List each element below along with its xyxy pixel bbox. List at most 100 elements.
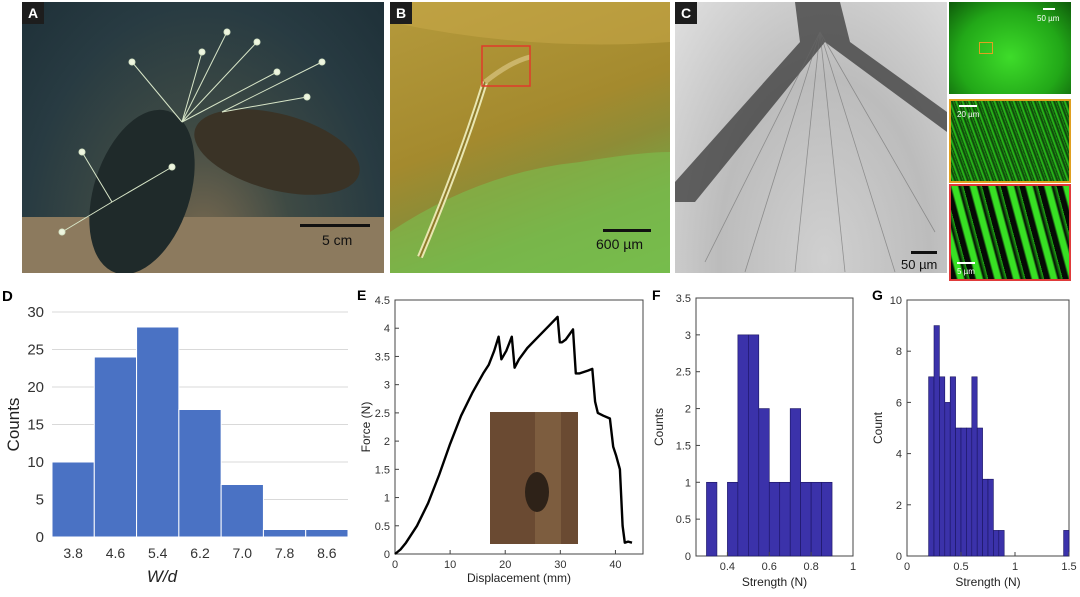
y-tick-label-d: 20 xyxy=(27,379,44,396)
x-tick-label-d: 6.2 xyxy=(190,545,210,561)
histogram-bar-d xyxy=(93,356,138,538)
histogram-bar-g xyxy=(949,376,956,557)
x-tick-label-f: 0.6 xyxy=(762,561,777,573)
y-axis-label-g: Count xyxy=(871,411,885,444)
histogram-bar-f xyxy=(789,408,801,557)
chart-f: F 0.4 0.6 0.8 1 0 0.5 1 1.5 2 2.5 3 3.5 Strength (N) C… xyxy=(652,287,856,589)
x-tick-label-d: 5.4 xyxy=(148,545,168,561)
panel-d-label: D xyxy=(2,288,13,305)
chart-e: E 0 10 20 30 40 0 0.5 1 1.5 2 2.5 3 3.5 4 4.5 Displaceme… xyxy=(357,287,644,585)
panel-c-photo: C 50 µm xyxy=(675,2,947,273)
y-tick-label-g: 4 xyxy=(896,449,902,461)
histogram-bar-d xyxy=(51,461,95,538)
histogram-bar-g xyxy=(955,427,962,557)
x-axis-label-f: Strength (N) xyxy=(742,575,807,589)
histogram-bar-g xyxy=(960,427,967,557)
panel-f-label: F xyxy=(652,287,661,303)
x-tick-label-e: 0 xyxy=(392,559,398,571)
y-tick-label-e: 3 xyxy=(384,380,390,392)
histogram-bar-f xyxy=(779,481,791,557)
x-tick-label-d: 7.8 xyxy=(275,545,295,561)
x-tick-label-e: 30 xyxy=(554,559,566,571)
y-tick-label-f: 3.5 xyxy=(676,293,691,305)
panel-c-inset-middle: 20 µm xyxy=(949,99,1071,183)
panel-c-label: C xyxy=(675,2,697,24)
y-tick-label-g: 6 xyxy=(896,397,902,409)
y-tick-label-d: 5 xyxy=(36,492,44,509)
y-tick-label-f: 3 xyxy=(685,330,691,342)
x-tick-label-d: 7.0 xyxy=(233,545,253,561)
panel-a-scale-label: 5 cm xyxy=(322,232,353,248)
histogram-bar-g xyxy=(966,427,973,557)
y-axis-label-e: Force (N) xyxy=(359,402,373,453)
histogram-bar-d xyxy=(178,409,222,538)
x-tick-label-e: 40 xyxy=(609,559,621,571)
x-axis-label-e: Displacement (mm) xyxy=(467,571,571,585)
histogram-bar-f xyxy=(706,481,718,557)
histogram-bar-g xyxy=(971,376,978,557)
x-tick-label-d: 4.6 xyxy=(106,545,126,561)
x-tick-label-f: 1 xyxy=(850,561,856,573)
y-tick-label-e: 4.5 xyxy=(375,295,390,307)
histogram-bar-d xyxy=(136,326,180,538)
panel-b-scale-bar xyxy=(603,229,651,232)
x-axis-label-d: W/d xyxy=(147,567,178,586)
y-tick-label-f: 0.5 xyxy=(676,514,691,526)
y-tick-label-f: 1 xyxy=(685,477,691,489)
y-tick-label-e: 1 xyxy=(384,493,390,505)
inset-bottom-scale-label: 5 µm xyxy=(957,267,975,276)
x-tick-label-g: 0.5 xyxy=(953,561,968,573)
histogram-bar-f xyxy=(758,408,770,557)
panel-e-label: E xyxy=(357,287,366,303)
y-tick-label-f: 2.5 xyxy=(676,367,691,379)
y-tick-label-e: 4 xyxy=(384,323,390,335)
x-tick-label-g: 0 xyxy=(904,561,910,573)
inset-top-zoom-box xyxy=(979,42,993,54)
chart-d: D 0 5 10 15 20 25 30 3.8 4.6 5.4 6.2 7.0 7.8 8.6 W/d Cou… xyxy=(2,288,349,586)
histogram-bar-g xyxy=(933,325,940,557)
y-tick-label-g: 8 xyxy=(896,346,902,358)
histogram-bar-f xyxy=(800,481,812,557)
y-tick-label-g: 2 xyxy=(896,500,902,512)
y-tick-label-g: 0 xyxy=(896,551,902,563)
panel-g-label: G xyxy=(872,287,883,303)
force-curve-e xyxy=(394,315,633,555)
y-tick-label-e: 3.5 xyxy=(375,351,390,363)
histogram-bar-f xyxy=(768,481,781,557)
y-tick-label-e: 0 xyxy=(384,549,390,561)
x-tick-label-d: 8.6 xyxy=(317,545,337,561)
y-tick-label-f: 0 xyxy=(685,551,691,563)
inset-middle-scale-bar xyxy=(959,105,977,107)
histogram-bar-d xyxy=(262,529,307,538)
x-tick-label-f: 0.4 xyxy=(720,561,735,573)
histogram-bar-g xyxy=(976,427,983,557)
histogram-bar-f xyxy=(727,481,739,557)
y-tick-label-e: 0.5 xyxy=(375,521,390,533)
microscopy-illustration xyxy=(675,2,947,273)
histogram-bar-g xyxy=(998,530,1005,557)
inset-bottom-scale-bar xyxy=(957,262,975,264)
x-tick-label-f: 0.8 xyxy=(803,561,818,573)
histogram-bar-d xyxy=(220,484,264,538)
histogram-bar-f xyxy=(737,334,749,557)
y-tick-label-d: 30 xyxy=(27,304,44,321)
inset-top-scale-label: 50 µm xyxy=(1037,14,1060,23)
y-tick-label-g: 10 xyxy=(890,295,902,307)
panel-b-scale-label: 600 µm xyxy=(596,236,643,252)
histogram-bar-g xyxy=(982,478,989,557)
histogram-bar-f xyxy=(810,481,822,557)
plot-frame-e xyxy=(394,299,644,555)
inset-middle-scale-label: 20 µm xyxy=(957,110,980,119)
histogram-bar-g xyxy=(1063,530,1070,557)
panel-a-label: A xyxy=(22,2,44,24)
y-tick-label-d: 15 xyxy=(27,417,44,434)
panel-b-label: B xyxy=(390,2,412,24)
histogram-bar-d xyxy=(305,529,349,538)
panel-a-photo: A 5 cm xyxy=(22,2,384,273)
histogram-bar-g xyxy=(987,478,994,557)
y-tick-label-d: 10 xyxy=(27,454,44,471)
y-tick-label-e: 2.5 xyxy=(375,408,390,420)
y-tick-label-e: 2 xyxy=(384,436,390,448)
x-tick-label-g: 1.5 xyxy=(1061,561,1076,573)
